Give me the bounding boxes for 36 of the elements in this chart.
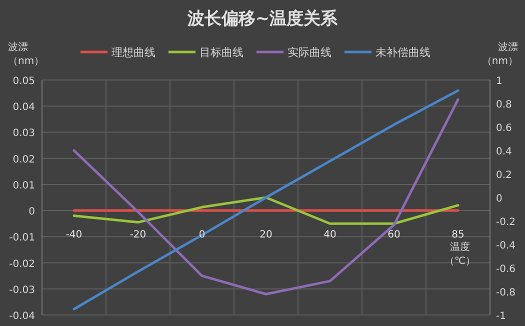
x-tick-label: 20 [260, 230, 272, 241]
y-axis-title: 波漂（nm） [8, 41, 44, 67]
y-tick-label: -0.02 [9, 258, 35, 270]
y2-tick-label: -0.4 [496, 240, 516, 252]
x-axis-title: 温度（℃） [444, 241, 476, 267]
y-tick-label: -0.04 [9, 311, 35, 322]
y2-tick-label: 0.6 [496, 123, 512, 134]
y-tick-label: 0 [28, 206, 35, 218]
y2-tick-label: -1 [496, 311, 506, 322]
y-tick-label: 0.01 [12, 180, 35, 192]
y2-tick-label: -0.6 [496, 264, 516, 275]
x-tick-label: -40 [66, 230, 82, 241]
x-tick-label: 40 [324, 230, 336, 241]
y-tick-label: 0.05 [12, 76, 35, 87]
legend-label: 未补偿曲线 [376, 46, 430, 59]
y-tick-label: -0.01 [9, 232, 35, 244]
y2-tick-label: 1 [496, 76, 502, 87]
y-tick-label: 0.04 [12, 102, 35, 114]
y-tick-label: -0.03 [9, 284, 35, 296]
y2-tick-label: -0.8 [496, 288, 516, 298]
y2-tick-label: -0.2 [496, 217, 516, 228]
x-tick-label: 85 [452, 230, 464, 241]
y2-tick-label: 0 [496, 194, 502, 204]
legend-label: 实际曲线 [288, 46, 332, 59]
y2-tick-label: 0.4 [496, 146, 512, 158]
x-tick-label: 60 [388, 230, 400, 241]
y-tick-label: 0.03 [12, 128, 35, 140]
line-series [72, 196, 460, 225]
y2-axis-title: 波漂（nm） [482, 41, 518, 67]
legend-label: 理想曲线 [112, 46, 156, 59]
y-tick-label: 0.02 [12, 154, 35, 166]
y2-tick-label: 0.2 [496, 170, 512, 181]
y2-tick-label: 0.8 [496, 100, 512, 110]
x-tick-label: -20 [130, 230, 146, 241]
chart-title: 波长偏移~温度关系 [186, 9, 339, 29]
legend-label: 目标曲线 [200, 46, 244, 59]
